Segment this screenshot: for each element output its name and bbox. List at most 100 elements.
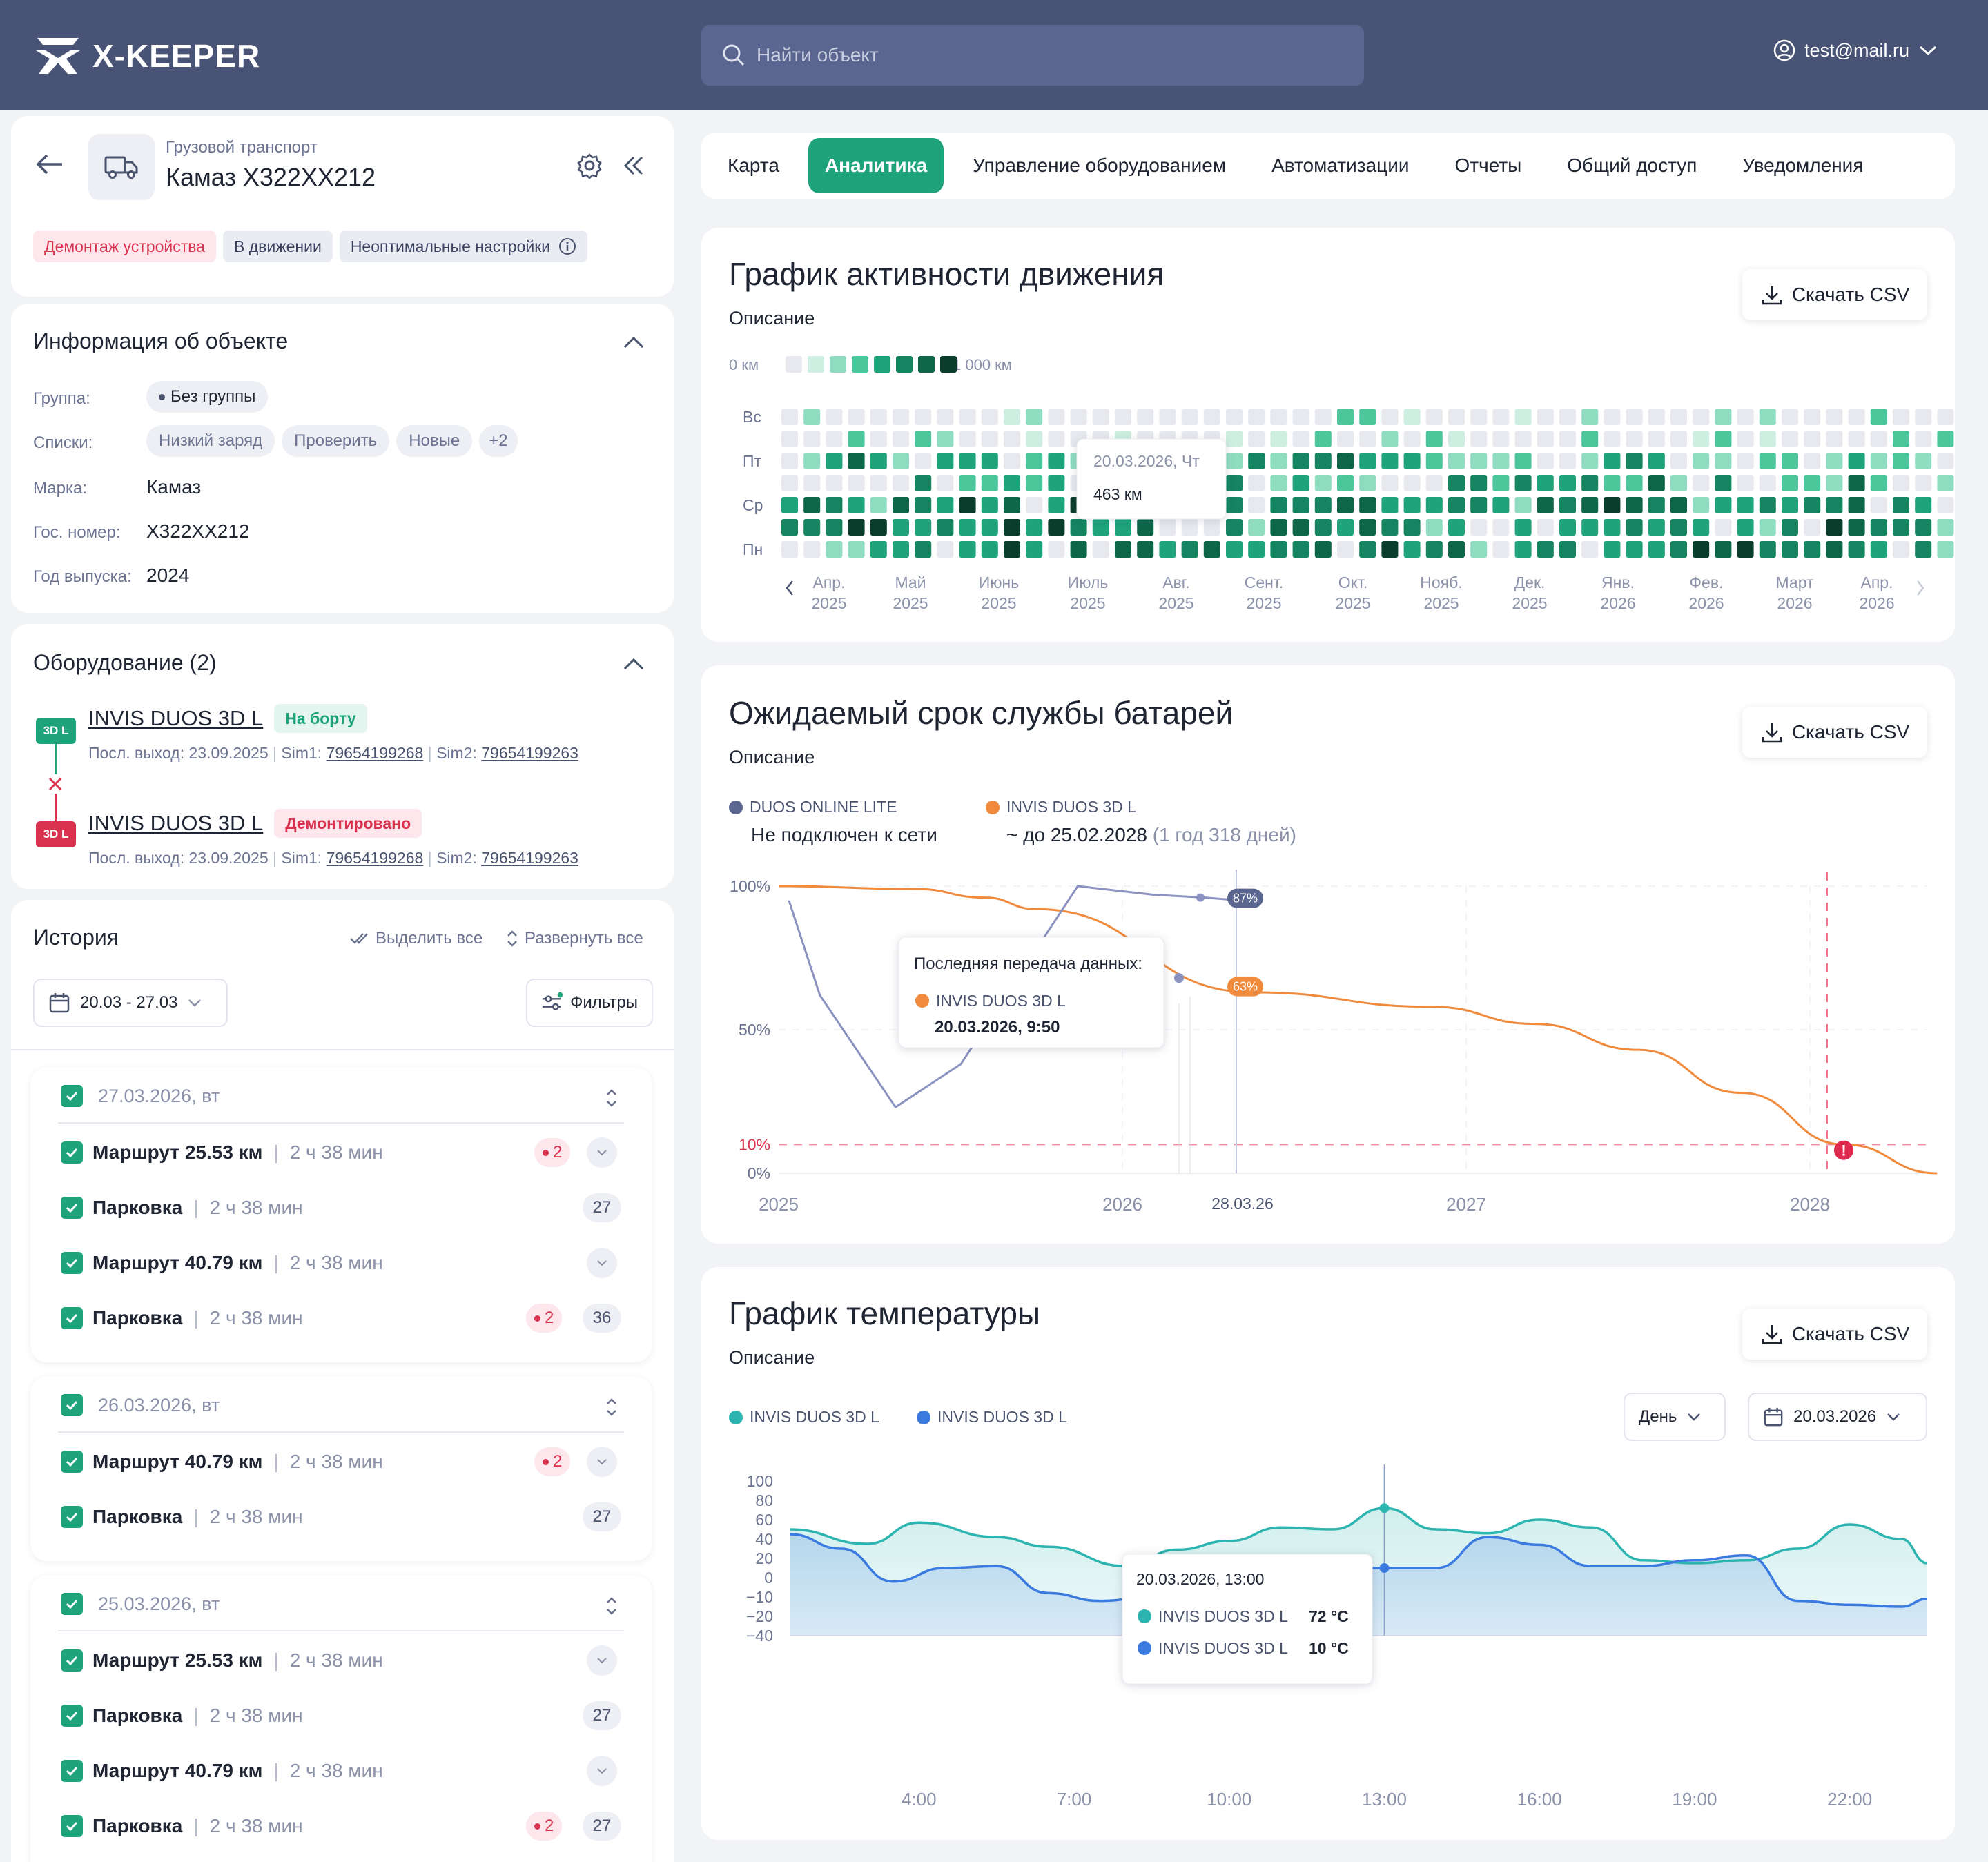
item-checkbox[interactable]	[61, 1451, 83, 1473]
download-csv-button[interactable]: Скачать CSV	[1742, 707, 1927, 758]
heatmap-cell	[1425, 453, 1443, 469]
day-header[interactable]: 25.03.2026, вт	[61, 1593, 220, 1615]
history-item[interactable]: Парковка | 2 ч 38 мин	[61, 1812, 303, 1840]
download-icon	[1762, 1325, 1782, 1344]
brand-logo[interactable]: X-KEEPER	[33, 32, 260, 80]
tab-reports[interactable]: Отчеты	[1454, 155, 1522, 176]
history-item[interactable]: Маршрут 40.79 км | 2 ч 38 мин	[61, 1448, 383, 1476]
download-csv-button[interactable]: Скачать CSV	[1742, 269, 1927, 320]
heatmap-cell	[1870, 431, 1887, 447]
day-header[interactable]: 26.03.2026, вт	[61, 1394, 220, 1416]
chevron-up-icon[interactable]	[623, 658, 644, 678]
info-icon[interactable]	[558, 237, 576, 255]
alert-badge[interactable]: 2	[526, 1304, 563, 1333]
day-checkbox[interactable]	[61, 1394, 83, 1416]
history-item[interactable]: Парковка | 2 ч 38 мин	[61, 1194, 303, 1222]
heatmap-cell	[1937, 519, 1954, 536]
download-csv-button[interactable]: Скачать CSV	[1742, 1309, 1927, 1360]
tab-automations[interactable]: Автоматизации	[1271, 155, 1410, 176]
item-checkbox[interactable]	[61, 1705, 83, 1727]
expand-item-button[interactable]	[587, 1447, 617, 1477]
sim1-link[interactable]: 79654199268	[326, 849, 424, 867]
day-checkbox[interactable]	[61, 1593, 83, 1615]
tab-map[interactable]: Карта	[728, 155, 779, 176]
day-header[interactable]: 27.03.2026, вт	[61, 1085, 220, 1107]
heatmap-cell	[1782, 497, 1798, 513]
device-name-link[interactable]: INVIS DUOS 3D L	[88, 706, 264, 730]
date-range-picker[interactable]: 20.03 - 27.03	[33, 979, 228, 1027]
expand-item-button[interactable]	[587, 1756, 617, 1786]
list-pill[interactable]: Низкий заряд	[146, 425, 275, 457]
heatmap-cell	[1782, 541, 1798, 558]
chevron-down-icon	[597, 1768, 607, 1774]
tab-sharing[interactable]: Общий доступ	[1567, 155, 1697, 176]
temperature-tooltip: 20.03.2026, 13:00 INVIS DUOS 3D L 72 °C …	[1122, 1554, 1373, 1685]
tab-notifications[interactable]: Уведомления	[1742, 155, 1864, 176]
sim2-link[interactable]: 79654199263	[481, 849, 578, 867]
year-label: 2026	[1600, 594, 1635, 612]
expand-item-button[interactable]	[587, 1248, 617, 1278]
period-select[interactable]: День	[1624, 1393, 1726, 1441]
select-all-label: Выделить все	[376, 929, 483, 948]
tab-analytics[interactable]: Аналитика	[808, 138, 944, 193]
item-checkbox[interactable]	[61, 1649, 83, 1672]
list-pill[interactable]: Проверить	[282, 425, 390, 457]
month-label: Дек.	[1514, 574, 1546, 591]
user-menu[interactable]: test@mail.ru	[1773, 39, 1938, 62]
heatmap-cell	[981, 519, 998, 536]
gear-icon[interactable]	[576, 152, 603, 179]
filters-button[interactable]: Фильтры	[526, 979, 653, 1027]
item-checkbox[interactable]	[61, 1252, 83, 1274]
heatmap-cell	[1226, 475, 1242, 491]
device-name-link[interactable]: INVIS DUOS 3D L	[88, 811, 264, 835]
group-value-pill[interactable]: Без группы	[146, 381, 275, 413]
history-item[interactable]: Парковка | 2 ч 38 мин	[61, 1304, 303, 1332]
collapse-panel-icon[interactable]	[621, 153, 646, 178]
history-item[interactable]: Маршрут 25.53 км | 2 ч 38 мин	[61, 1139, 383, 1166]
tooltip-time: 20.03.2026, 9:50	[935, 1018, 1060, 1037]
chevron-left-icon[interactable]	[786, 580, 793, 596]
alert-badge[interactable]: 2	[534, 1447, 571, 1476]
expand-item-button[interactable]	[587, 1645, 617, 1676]
alert-badge[interactable]: 2	[534, 1138, 571, 1167]
item-checkbox[interactable]	[61, 1197, 83, 1219]
search-input[interactable]: Найти объект	[701, 25, 1364, 86]
chevron-up-icon[interactable]	[623, 336, 644, 357]
select-all-button[interactable]: Выделить все	[349, 929, 483, 948]
heatmap-cell	[1026, 409, 1043, 425]
sim1-link[interactable]: 79654199268	[326, 744, 424, 762]
chevron-right-icon[interactable]	[1917, 580, 1924, 596]
item-checkbox[interactable]	[61, 1307, 83, 1329]
history-item[interactable]: Парковка | 2 ч 38 мин	[61, 1702, 303, 1729]
date-picker[interactable]: 20.03.2026	[1748, 1393, 1927, 1441]
history-item[interactable]: Маршрут 40.79 км | 2 ч 38 мин	[61, 1249, 383, 1277]
item-checkbox[interactable]	[61, 1506, 83, 1528]
tab-equipment[interactable]: Управление оборудованием	[973, 155, 1227, 176]
list-more-pill[interactable]: +2	[479, 425, 518, 457]
expand-icon[interactable]	[605, 1395, 618, 1419]
expand-item-button[interactable]	[587, 1137, 617, 1168]
sim2-link[interactable]: 79654199263	[481, 744, 578, 762]
alert-badge[interactable]: 2	[526, 1812, 563, 1841]
history-item[interactable]: Маршрут 40.79 км | 2 ч 38 мин	[61, 1757, 383, 1785]
brand-value: Камаз	[146, 476, 202, 498]
history-item[interactable]: Парковка | 2 ч 38 мин	[61, 1503, 303, 1531]
heatmap-cell	[1048, 409, 1065, 425]
heatmap-cell	[1403, 475, 1421, 491]
list-pill[interactable]: Новые	[396, 425, 473, 457]
expand-icon[interactable]	[605, 1086, 618, 1110]
year-value: 2024	[146, 565, 190, 586]
item-checkbox[interactable]	[61, 1760, 83, 1782]
history-item[interactable]: Маршрут 25.53 км | 2 ч 38 мин	[61, 1647, 383, 1674]
expand-icon[interactable]	[605, 1594, 618, 1618]
count-badge: 27	[583, 1502, 621, 1531]
item-checkbox[interactable]	[61, 1815, 83, 1837]
item-checkbox[interactable]	[61, 1141, 83, 1164]
back-arrow-icon[interactable]	[35, 152, 65, 177]
heatmap-cell	[1159, 541, 1176, 558]
heatmap-cell	[803, 519, 821, 536]
day-checkbox[interactable]	[61, 1085, 83, 1107]
expand-all-button[interactable]: Развернуть все	[505, 929, 643, 948]
heatmap-cell	[1893, 431, 1909, 447]
month-label: Май	[895, 574, 926, 591]
